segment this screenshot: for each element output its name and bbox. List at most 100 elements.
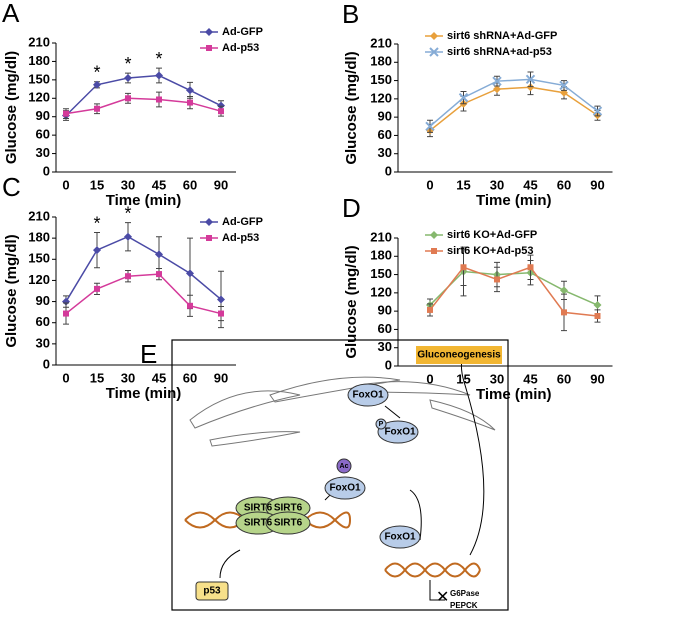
marker [493,85,501,94]
acetyl-label: Ac [340,463,349,470]
marker [125,273,131,280]
legend-label: sirt6 shRNA+ad-p53 [447,46,552,58]
acetyl-dot [336,458,352,474]
y-tick-label: 180 [370,54,392,69]
marker [427,306,433,313]
x-tick-label: 0 [426,177,433,192]
marker [124,232,132,241]
marker [594,313,601,320]
marker [431,248,437,254]
chart-panel: A 0 30 60 90 120 150 180 210 0 15 30 45 60 90 Time (min… [2,0,263,209]
sirt6-label: SIRT6 [274,503,303,514]
y-tick-label: 0 [43,163,50,178]
x-tick-label: 60 [183,177,197,192]
annotation: * [124,203,131,223]
legend-label: sirt6 KO+Ad-p53 [447,245,534,257]
sirt6-complex: SIRT6 SIRT6 SIRT6 SIRT6 [235,496,311,535]
legend-label: Ad-p53 [222,42,259,54]
marker [94,105,100,112]
y-tick-label: 120 [28,272,50,287]
series-line [429,78,598,127]
legend-label: Ad-GFP [222,216,263,228]
panel-letter: E [140,339,157,369]
y-tick-label: 120 [370,284,392,299]
marker [206,45,212,51]
x-tick-label: 45 [152,177,166,192]
marker [560,286,568,295]
y-tick-label: 0 [43,356,50,371]
x-tick-label: 45 [523,177,537,192]
y-tick-label: 30 [36,145,50,160]
x-tick-label: 0 [62,177,69,192]
marker [218,310,224,317]
series-line [65,97,222,115]
diagram-frame [171,339,509,611]
y-tick-label: 180 [28,53,50,68]
marker [430,32,438,40]
y-tick-label: 90 [36,293,50,308]
marker [525,74,536,85]
panel-letter: B [342,0,359,29]
y-axis-label: Glucose (mg/dl) [343,51,360,164]
y-tick-label: 180 [28,230,50,245]
y-tick-label: 0 [385,357,392,372]
phospho-dot [375,418,387,430]
marker [492,76,502,86]
marker [156,271,162,278]
marker [526,83,535,92]
y-tick-label: 60 [378,321,392,336]
marker [425,121,435,131]
marker [124,74,132,83]
y-tick-label: 30 [36,335,50,350]
x-tick-label: 15 [456,177,470,192]
x-axis-label: Time (min) [106,385,182,402]
marker [430,231,438,239]
marker [94,285,100,292]
y-tick-label: 180 [370,248,392,263]
x-tick-label: 60 [557,371,571,386]
chart-panel: B 0 30 60 90 120 150 180 210 0 15 30 45 60 90 Time (min… [342,0,613,209]
x-axis-label: Time (min) [476,192,552,209]
y-axis-label: Glucose (mg/dl) [3,51,20,164]
marker [559,80,569,91]
annotation: * [124,54,131,74]
p53-box [195,581,229,601]
y-tick-label: 120 [370,90,392,105]
foxo1-label: FoxO1 [352,390,384,401]
marker [155,250,163,259]
marker [156,96,162,103]
x-tick-label: 45 [523,371,537,386]
x-tick-label: 60 [183,370,197,385]
x-tick-label: 15 [90,177,104,192]
y-tick-label: 150 [28,71,50,86]
x-axis-label: Time (min) [106,192,182,209]
y-tick-label: 30 [378,145,392,160]
marker [494,276,500,283]
dna [184,511,481,578]
marker [125,95,131,102]
panel-letter: A [2,0,20,28]
y-tick-label: 210 [28,208,50,223]
y-tick-label: 210 [370,35,392,50]
marker [429,47,439,57]
x-tick-label: 15 [456,371,470,386]
marker [186,269,194,278]
output-box [416,346,502,364]
chart-panel: D 0 30 60 90 120 150 180 210 0 15 30 45 60 90 Time (min… [342,193,613,403]
x-tick-label: 90 [214,370,228,385]
sirt6-label: SIRT6 [244,503,273,514]
series-line [429,266,598,317]
x-tick-label: 90 [214,177,228,192]
x-tick-label: 30 [490,371,504,386]
marker [187,302,193,309]
marker [460,264,467,271]
y-tick-label: 150 [370,266,392,281]
sirt6-label: SIRT6 [244,518,273,529]
er-membrane [189,376,496,447]
foxo1-label: FoxO1 [384,532,416,543]
series-line [65,74,222,117]
foxo1-nodes [324,383,421,549]
annotation: * [93,62,100,82]
phospho-label: P [379,421,384,428]
